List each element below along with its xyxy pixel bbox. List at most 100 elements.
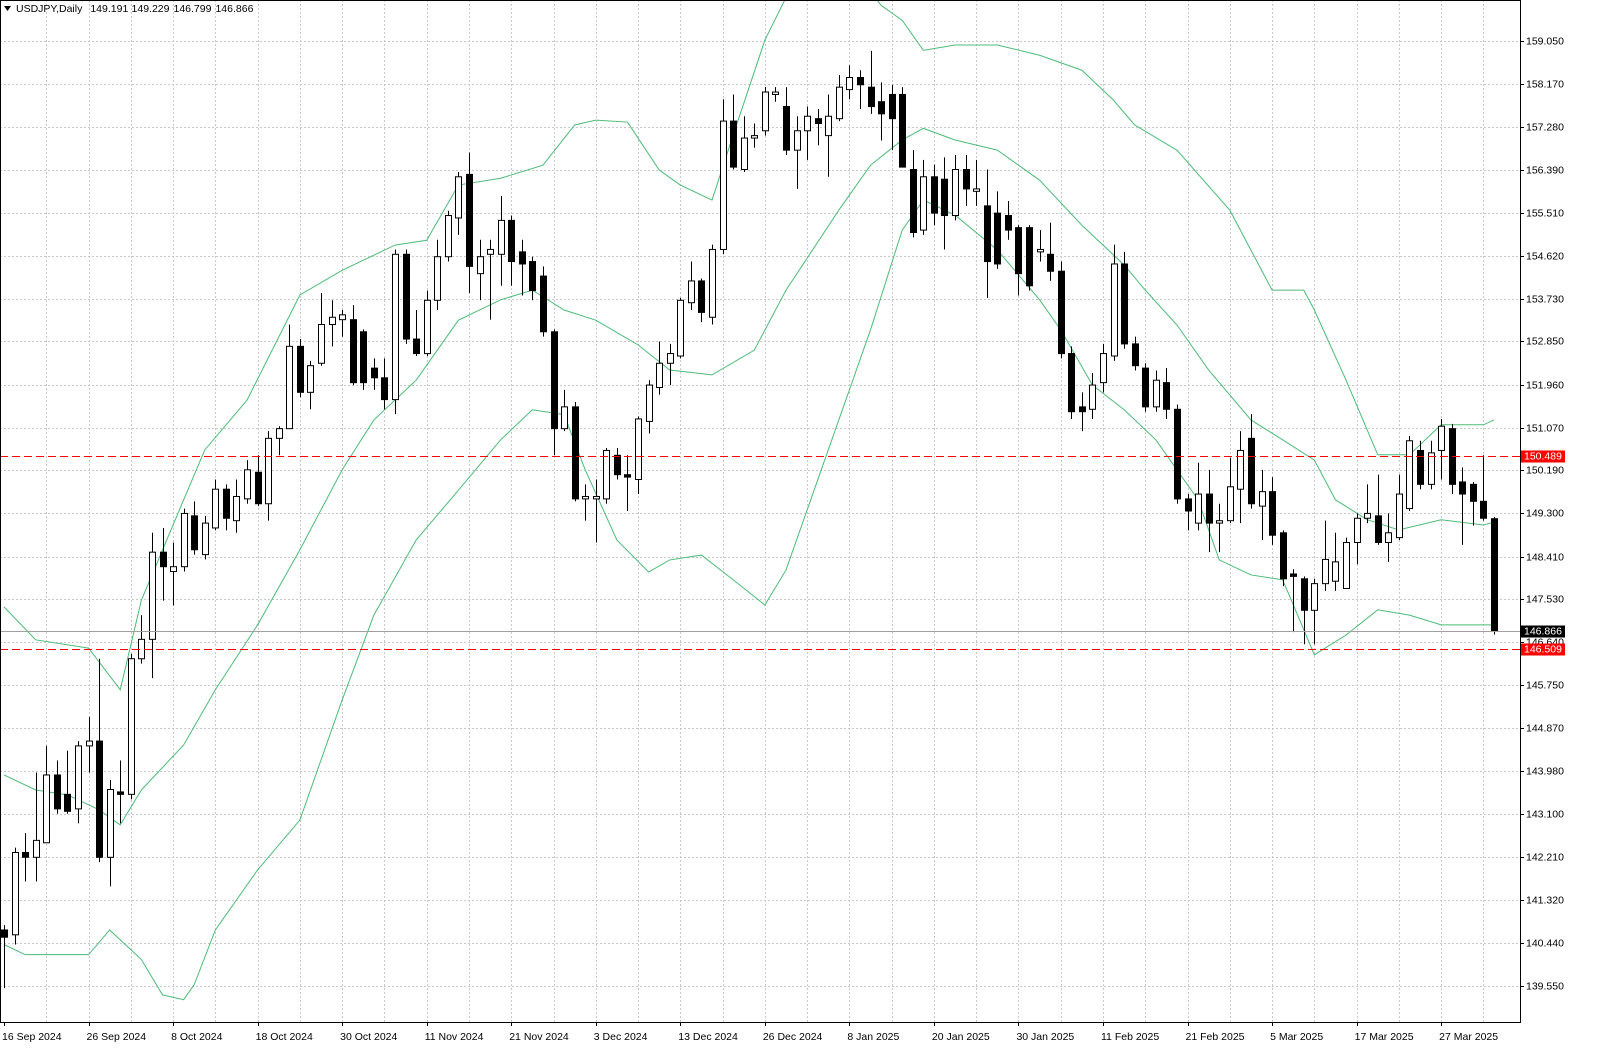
candle-body	[1269, 491, 1276, 536]
y-tick-label: 141.320	[1526, 894, 1564, 906]
candle-body	[117, 791, 124, 795]
candle-body	[1354, 517, 1361, 543]
candle-body	[1206, 493, 1213, 524]
candle-body	[1322, 558, 1329, 585]
x-tick-label: 3 Dec 2024	[594, 1031, 648, 1043]
candle-body	[720, 120, 727, 250]
candle-body	[1111, 263, 1118, 357]
candle-body	[1480, 500, 1487, 519]
candle-body	[276, 428, 283, 439]
candle-body	[551, 331, 558, 430]
header-close: 146.866	[215, 3, 253, 15]
x-tick-label: 21 Nov 2024	[509, 1031, 569, 1043]
y-tick-label: 157.280	[1526, 121, 1564, 133]
candle-body	[519, 251, 526, 265]
candle-body	[1438, 425, 1445, 451]
candle-body	[1385, 532, 1392, 543]
candle-body	[1195, 493, 1202, 524]
header-low: 146.799	[173, 3, 211, 15]
candle-body	[297, 345, 304, 393]
candle-body	[1005, 215, 1012, 231]
y-tick-label: 155.510	[1526, 207, 1564, 219]
candle-body	[54, 774, 61, 810]
candle-body	[1163, 382, 1170, 410]
bollinger-band	[3, 127, 1495, 826]
candle-body	[698, 280, 705, 313]
candle-body	[1, 929, 8, 938]
candle-body	[392, 253, 399, 401]
candle-body	[836, 86, 843, 120]
chart-title: USDJPY,Daily	[16, 3, 83, 15]
header-open: 149.191	[90, 3, 128, 15]
candle-body	[1174, 408, 1181, 500]
y-tick-label: 147.530	[1526, 593, 1564, 605]
candle-body	[12, 851, 19, 936]
candle-body	[582, 495, 589, 500]
x-tick-label: 17 Mar 2025	[1355, 1031, 1414, 1043]
candle-body	[593, 495, 600, 500]
candle-body	[487, 248, 494, 255]
candle-body	[202, 522, 209, 556]
candle-body	[1237, 449, 1244, 490]
candle-body	[1428, 452, 1435, 485]
y-tick-label: 156.390	[1526, 164, 1564, 176]
header-high: 149.229	[132, 3, 170, 15]
candle-body	[1332, 561, 1339, 582]
candle-body	[572, 406, 579, 500]
candle-body	[1047, 253, 1054, 272]
candle-body	[181, 512, 188, 568]
candle-body	[973, 188, 980, 192]
candle-body	[1248, 437, 1255, 505]
candle-body	[730, 120, 737, 168]
y-tick-label: 152.850	[1526, 335, 1564, 347]
candle-body	[1015, 227, 1022, 275]
candle-body	[709, 248, 716, 318]
candle-body	[64, 793, 71, 812]
candle-body	[741, 137, 748, 171]
candle-body	[825, 115, 832, 137]
x-tick-label: 11 Nov 2024	[425, 1031, 484, 1043]
candle-body	[994, 212, 1001, 265]
candle-body	[624, 474, 631, 478]
candle-body	[677, 299, 684, 357]
candle-body	[434, 256, 441, 301]
level-box	[1521, 643, 1565, 656]
y-tick-label: 139.550	[1526, 980, 1564, 992]
y-tick-label: 148.410	[1526, 551, 1564, 563]
candle-body	[1100, 353, 1107, 384]
candle-body	[603, 449, 610, 500]
candle-body	[360, 331, 367, 384]
candle-body	[86, 740, 93, 747]
level-label: 146.509	[1524, 643, 1562, 655]
candle-body	[128, 658, 135, 795]
candle-body	[1259, 491, 1266, 507]
x-tick-label: 8 Oct 2024	[171, 1031, 223, 1043]
current-price-label: 146.866	[1524, 625, 1562, 637]
candle-body	[466, 173, 473, 267]
candle-body	[455, 176, 462, 219]
candle-body	[1406, 440, 1413, 510]
candle-body	[1491, 518, 1498, 632]
level-box	[1521, 450, 1565, 463]
x-tick-label: 27 Mar 2025	[1439, 1031, 1498, 1043]
x-tick-label: 18 Oct 2024	[256, 1031, 313, 1043]
candle-body	[984, 205, 991, 263]
x-tick-label: 21 Feb 2025	[1186, 1031, 1245, 1043]
candle-body	[846, 76, 853, 91]
candle-body	[1311, 583, 1318, 611]
bollinger-band	[3, 0, 1495, 691]
y-tick-label: 149.300	[1526, 507, 1564, 519]
candle-body	[413, 338, 420, 355]
x-tick-label: 26 Sep 2024	[87, 1031, 147, 1043]
candle-body	[265, 437, 272, 505]
candle-body	[1121, 263, 1128, 345]
x-tick-label: 30 Oct 2024	[340, 1031, 397, 1043]
candle-body	[1216, 520, 1223, 524]
symbol-menu-icon[interactable]	[4, 6, 11, 11]
candle-body	[783, 106, 790, 151]
candle-body	[307, 365, 314, 393]
candle-body	[1290, 573, 1297, 577]
candle-body	[1089, 384, 1096, 410]
candle-body	[477, 256, 484, 275]
